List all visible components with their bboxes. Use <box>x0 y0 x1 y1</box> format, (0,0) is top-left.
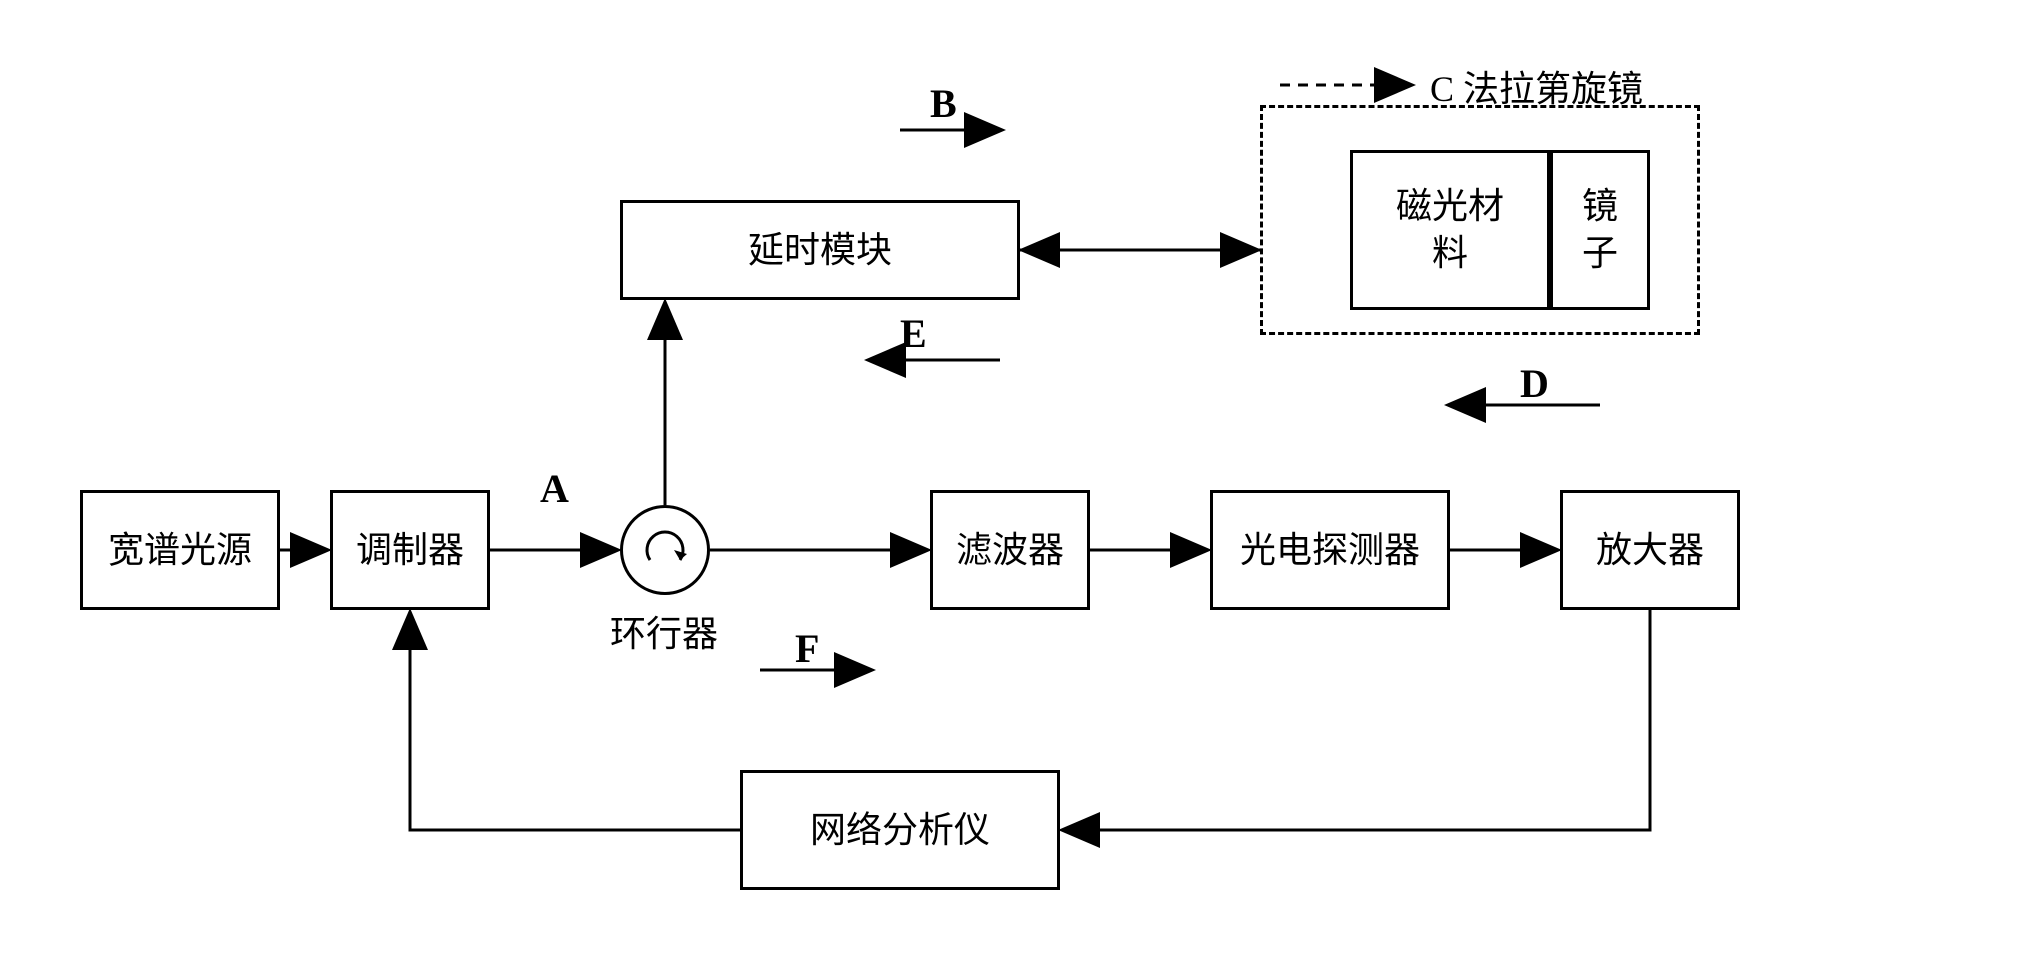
diagram-container: 宽谱光源 调制器 环行器 延时模块 C 法拉第旋镜 磁光材 料 镜 子 滤波器 … <box>0 0 2020 977</box>
arrows-svg <box>0 0 2020 977</box>
